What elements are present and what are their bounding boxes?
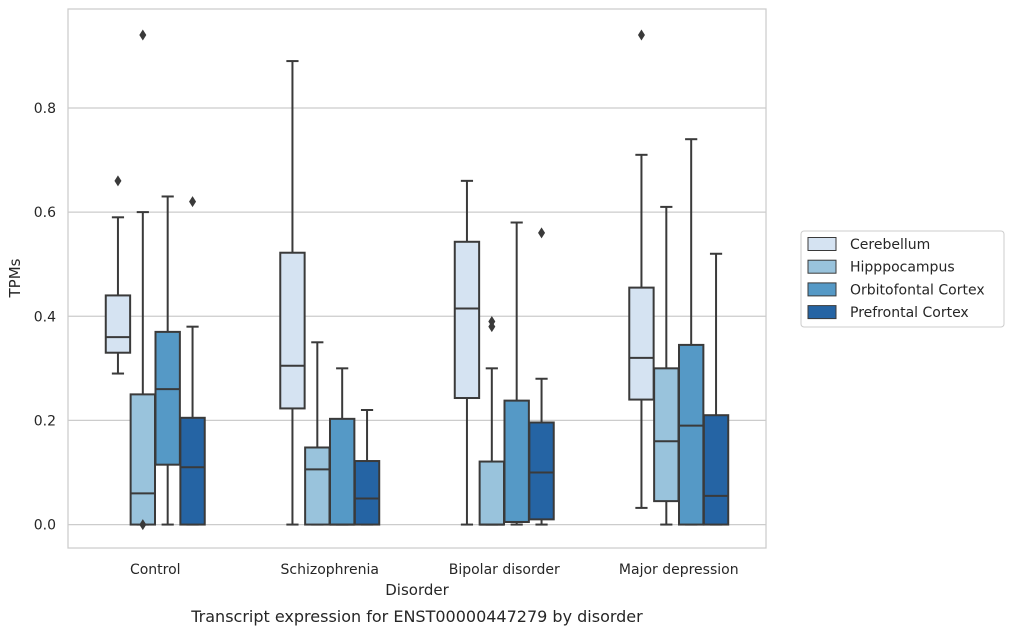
chart-caption: Transcript expression for ENST0000044727… [190, 607, 643, 626]
box-hipppocampus [653, 205, 680, 526]
box-orbitofontal-cortex [154, 195, 181, 526]
box-iqr [154, 330, 181, 466]
box-iqr [653, 367, 680, 503]
box-prefrontal-cortex [179, 196, 206, 526]
x-axis-label: Disorder [385, 581, 449, 599]
y-tick-label: 0.6 [34, 205, 56, 221]
y-tick-label: 0.4 [34, 309, 56, 325]
outlier-point [538, 227, 546, 239]
outlier-point [637, 29, 645, 41]
box-cerebellum [279, 60, 306, 526]
box-iqr [528, 421, 555, 521]
outlier-point [139, 519, 147, 531]
outlier-point [114, 175, 122, 187]
box-series [104, 29, 730, 531]
y-tick-label: 0.8 [34, 101, 56, 117]
box-hipppocampus [129, 29, 157, 531]
box-prefrontal-cortex [528, 227, 555, 526]
outlier-point [189, 196, 197, 208]
y-tick-label: 0.0 [34, 518, 56, 534]
box-iqr [328, 417, 356, 526]
legend-swatch [807, 259, 837, 274]
x-tick-label: Bipolar disorder [449, 562, 560, 578]
box-iqr [453, 240, 481, 400]
box-iqr [677, 343, 705, 526]
x-tick-labels: Control Schizophrenia Bipolar disorder Majo… [130, 562, 739, 578]
box-iqr [304, 446, 331, 526]
box-iqr [478, 460, 506, 526]
box-iqr [104, 294, 132, 354]
box-iqr [279, 251, 306, 410]
box-iqr [628, 286, 655, 401]
box-orbitofontal-cortex [503, 221, 530, 526]
x-tick-label: Control [130, 562, 181, 578]
legend-frame [800, 230, 1005, 328]
y-axis-label: TPMs [6, 258, 24, 298]
box-hipppocampus [478, 315, 506, 526]
outlier-point [139, 29, 147, 41]
box-cerebellum [104, 175, 132, 375]
box-orbitofontal-cortex [328, 367, 356, 526]
legend-swatch [807, 305, 837, 320]
x-tick-label: Major depression [619, 562, 739, 578]
legend: Cerebellum Hipppocampus Orbitofontal Corte… [800, 230, 1005, 328]
box-iqr [702, 414, 730, 526]
y-tick-label: 0.2 [34, 413, 56, 429]
legend-label: Prefrontal Cortex [850, 305, 969, 321]
box-hipppocampus [304, 341, 331, 526]
legend-swatch [807, 282, 837, 297]
box-iqr [129, 393, 157, 526]
outlier-point [488, 315, 496, 327]
box-cerebellum [453, 179, 481, 526]
box-prefrontal-cortex [702, 252, 730, 526]
x-tick-label: Schizophrenia [281, 562, 379, 578]
legend-swatch [807, 237, 837, 251]
plot-frame [67, 8, 767, 549]
legend-label: Hipppocampus [850, 260, 955, 276]
box-iqr [353, 460, 381, 526]
box-cerebellum [628, 29, 655, 509]
legend-label: Orbitofontal Cortex [850, 282, 985, 298]
y-tick-labels: 0.0 0.2 0.4 0.6 0.8 [34, 101, 56, 534]
box-prefrontal-cortex [353, 408, 381, 526]
box-iqr [179, 416, 206, 526]
legend-label: Cerebellum [850, 237, 930, 253]
box-iqr [503, 399, 530, 523]
